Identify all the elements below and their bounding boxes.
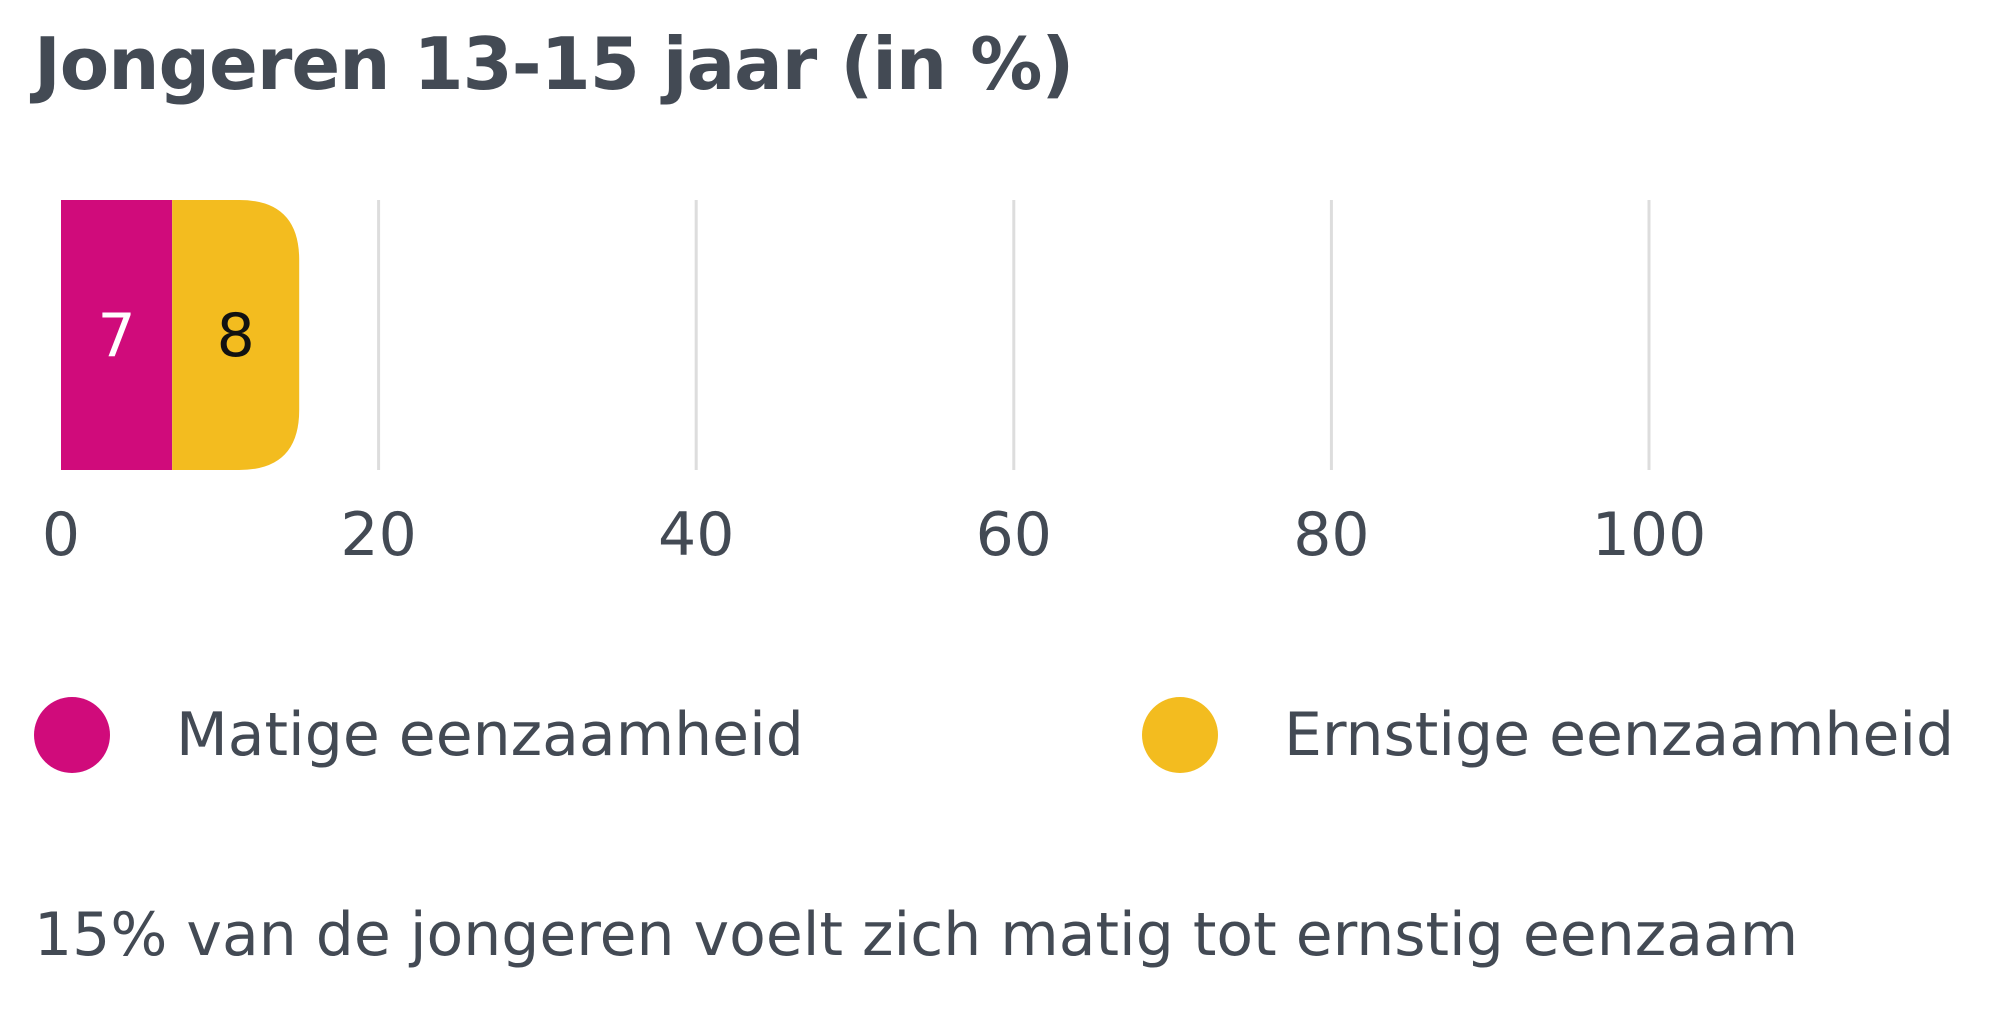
chart-legend: Matige eenzaamheid Ernstige eenzaamheid bbox=[34, 695, 1984, 775]
bar-segment-ernstige-eenzaamheid[interactable] bbox=[172, 200, 300, 470]
data-label-matige-eenzaamheid: 7 bbox=[97, 301, 135, 371]
legend-item-ernstige-eenzaamheid[interactable]: Ernstige eenzaamheid bbox=[1142, 695, 1954, 775]
chart-title: Jongeren 13-15 jaar (in %) bbox=[34, 22, 1074, 106]
x-tick-label-40: 40 bbox=[658, 500, 734, 570]
legend-swatch-matige-eenzaamheid bbox=[34, 697, 110, 773]
chart-footnote: 15% van de jongeren voelt zich matig tot… bbox=[34, 900, 1799, 970]
legend-label-matige-eenzaamheid: Matige eenzaamheid bbox=[176, 700, 804, 770]
x-tick-label-0: 0 bbox=[42, 500, 80, 570]
x-tick-label-60: 60 bbox=[976, 500, 1052, 570]
x-tick-label-20: 20 bbox=[340, 500, 416, 570]
x-axis-tick-labels: 0 20 40 60 80 100 bbox=[42, 500, 1706, 570]
gridlines bbox=[377, 200, 1651, 470]
x-tick-label-80: 80 bbox=[1293, 500, 1369, 570]
legend-item-matige-eenzaamheid[interactable]: Matige eenzaamheid bbox=[34, 695, 804, 775]
legend-swatch-ernstige-eenzaamheid bbox=[1142, 697, 1218, 773]
legend-label-ernstige-eenzaamheid: Ernstige eenzaamheid bbox=[1284, 700, 1955, 770]
data-label-ernstige-eenzaamheid: 8 bbox=[217, 301, 255, 371]
x-tick-label-100: 100 bbox=[1592, 500, 1707, 570]
bar-segment-matige-eenzaamheid[interactable] bbox=[61, 200, 173, 470]
